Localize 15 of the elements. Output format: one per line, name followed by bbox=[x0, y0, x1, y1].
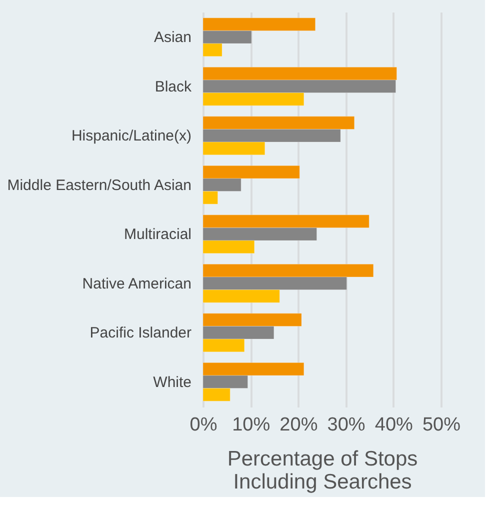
y-tick-label: Native American bbox=[82, 275, 192, 292]
x-tick-label: 10% bbox=[232, 414, 270, 436]
y-tick-label: Multiracial bbox=[124, 226, 192, 244]
y-tick-label: Pacific Islander bbox=[90, 324, 192, 342]
y-tick-label: Asian bbox=[154, 29, 192, 46]
x-axis-title: Percentage of Stops Including Searches bbox=[227, 448, 418, 494]
y-tick-label: Middle Eastern/South Asian bbox=[7, 176, 192, 194]
x-tick-label: 20% bbox=[280, 414, 318, 436]
x-tick-label: 50% bbox=[422, 414, 461, 436]
x-tick-label: 30% bbox=[327, 414, 366, 436]
x-tick-label: 40% bbox=[374, 414, 414, 436]
y-tick-label: Hispanic/Latine(x) bbox=[71, 128, 192, 145]
y-tick-label: White bbox=[153, 374, 192, 391]
y-tick-label: Black bbox=[154, 78, 192, 96]
x-tick-label: 0% bbox=[190, 414, 218, 436]
